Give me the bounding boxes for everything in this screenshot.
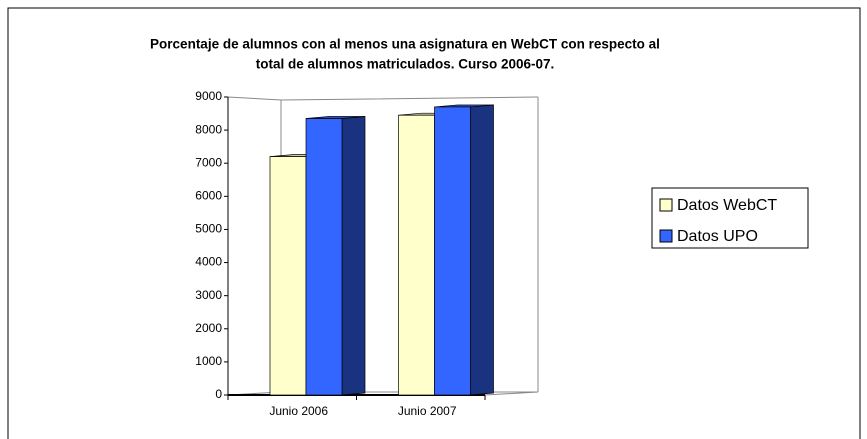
y-tick-label: 9000 (195, 89, 222, 103)
floor (484, 391, 539, 396)
bar (398, 114, 435, 396)
y-tick-label: 6000 (195, 189, 222, 203)
bar (305, 118, 343, 396)
y-tick-label: 8000 (195, 122, 222, 136)
y-tick-label: 5000 (195, 222, 222, 236)
legend-box (651, 187, 809, 249)
legend-swatch (659, 229, 673, 243)
x-tick-label: Junio 2007 (398, 404, 457, 418)
y-tick-label: 2000 (195, 321, 222, 335)
chart-title: Porcentaje de alumnos con al menos una a… (150, 37, 660, 52)
y-tick-label: 4000 (195, 255, 222, 269)
chart-title: total de alumnos matriculados. Curso 200… (256, 57, 555, 72)
bar-side (470, 104, 494, 396)
bar-side (341, 116, 366, 396)
legend-label: Datos WebCT (677, 197, 777, 214)
y-tick-label: 7000 (195, 155, 222, 169)
bar (434, 106, 471, 396)
y-tick-label: 0 (215, 387, 222, 401)
y-tick-label: 3000 (195, 288, 222, 302)
bar (269, 156, 307, 396)
legend-label: Datos UPO (677, 228, 758, 245)
legend-swatch (659, 198, 673, 212)
y-tick-label: 1000 (195, 354, 222, 368)
x-tick-label: Junio 2006 (269, 404, 328, 418)
